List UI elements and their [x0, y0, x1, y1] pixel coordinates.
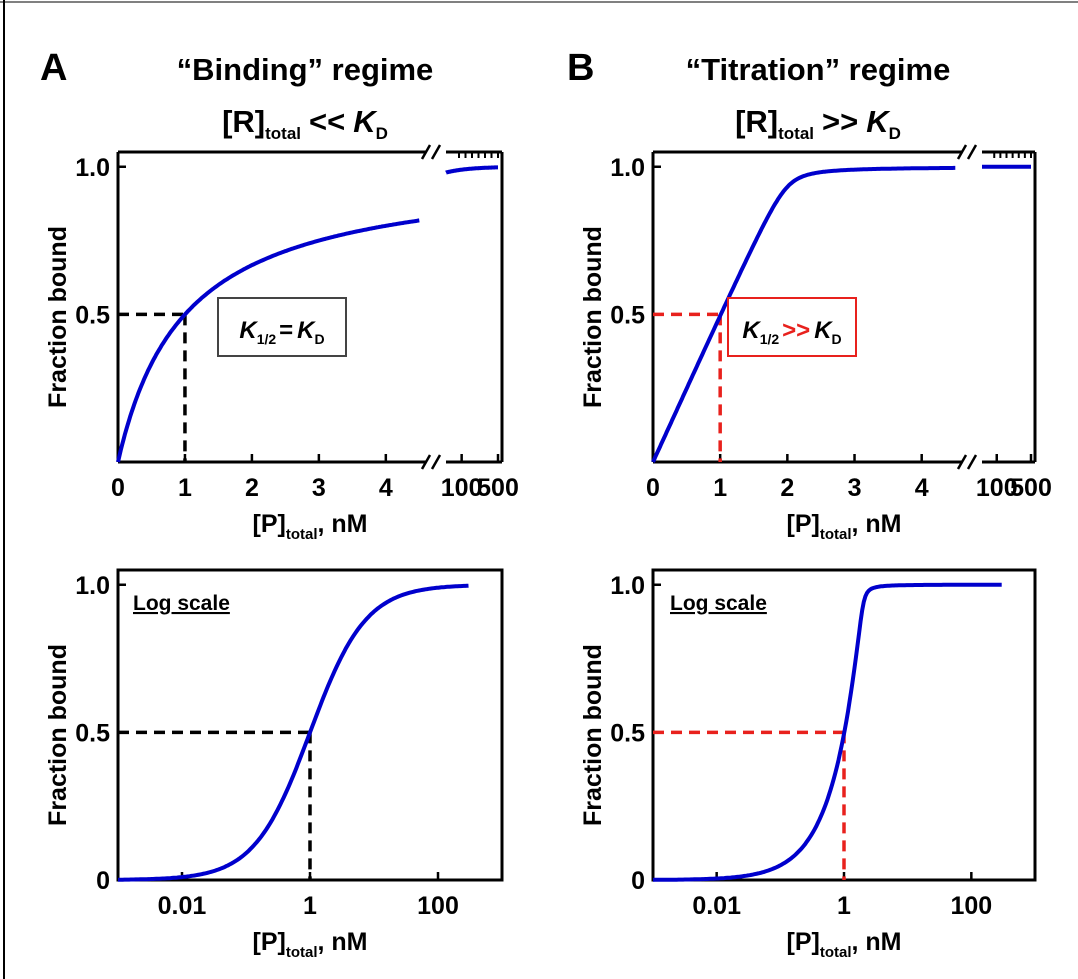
a-log-y-tick-label: 0 [96, 867, 110, 895]
b-log-x-tick-label: 100 [950, 892, 992, 920]
b-lin-x-tick-label: 1 [713, 474, 727, 502]
b-lin-curve-linear [651, 165, 956, 463]
a-lin-axis-break-mark [430, 454, 442, 470]
b-lin-x-tick-label: 0 [646, 474, 660, 502]
a-log-x-tick-label: 1 [303, 892, 317, 920]
a-lin-x-tick-label: 500 [477, 474, 519, 502]
a-log-y-tick-label: 1.0 [75, 572, 110, 600]
b-log-curve [652, 582, 1002, 882]
a-lin-x-tick-label: 3 [312, 474, 326, 502]
b-log-y-tick-label: 0 [631, 867, 645, 895]
a-lin-x-tick-label: 100 [441, 474, 483, 502]
b-lin-y-axis-label: Fraction bound [579, 226, 607, 408]
b-lin-axis-break-mark [956, 454, 968, 470]
a-lin-axis-break-mark [420, 144, 432, 160]
a-log-chart: 0.01 1 100 0 0.5 1.0 [P]total, nM Fraction boun… [44, 568, 504, 961]
b-log-x-tick-label: 0.01 [692, 892, 741, 920]
b-lin-x-tick-label: 100 [976, 474, 1018, 502]
b-log-chart: 0.01 1 100 0 0.5 1.0 [P]total, nM Fraction boun… [579, 568, 1037, 961]
b-lin-x-axis-label: [P]total, nM [787, 510, 902, 543]
a-log-x-axis-label: [P]total, nM [253, 928, 368, 961]
panel-b-condition: [R]total >> KD [735, 104, 901, 143]
b-lin-y-tick-label: 1.0 [610, 154, 645, 182]
b-log-x-axis-label: [P]total, nM [787, 928, 902, 961]
a-lin-y-tick-label: 1.0 [75, 154, 110, 182]
a-lin-x-tick-label: 0 [111, 474, 125, 502]
a-lin-y-axis-label: Fraction bound [44, 226, 72, 408]
b-lin-axis-break-mark [966, 144, 978, 160]
panel-a-title: “Binding” regime [177, 52, 434, 87]
a-lin-x-tick-label: 4 [379, 474, 393, 502]
a-lin-curve-linear [116, 218, 420, 463]
a-lin-y-tick-label: 0.5 [75, 301, 110, 329]
a-lin-x-tick-label: 1 [178, 474, 192, 502]
b-log-y-tick-label: 1.0 [610, 572, 645, 600]
b-log-x-tick-label: 1 [837, 892, 851, 920]
panel-a-k-half-box [217, 297, 347, 357]
a-log-x-tick-label: 0.01 [158, 892, 207, 920]
a-lin-x-tick-label: 2 [245, 474, 259, 502]
panel-a-k-half-label: K1/2 = KD [239, 317, 324, 347]
b-lin-x-tick-label: 4 [915, 474, 929, 502]
panel-b-letter: B [567, 47, 594, 89]
b-log-y-axis-label: Fraction bound [579, 644, 607, 826]
panel-a-letter: A [40, 47, 67, 89]
b-lin-x-tick-label: 500 [1010, 474, 1052, 502]
a-lin-axis-break-mark [430, 144, 442, 160]
panel-b-title: “Titration” regime [686, 52, 951, 87]
b-lin-x-tick-label: 2 [780, 474, 794, 502]
a-log-curve [118, 583, 469, 882]
a-lin-axis-break-mark [420, 454, 432, 470]
b-lin-x-tick-label: 3 [848, 474, 862, 502]
b-lin-y-tick-label: 0.5 [610, 301, 645, 329]
panel-b-log-scale-note: Log scale [670, 592, 767, 615]
b-log-y-tick-label: 0.5 [610, 719, 645, 747]
b-lin-axis-break-mark [966, 454, 978, 470]
a-log-y-axis-label: Fraction bound [44, 644, 72, 826]
a-log-axes-box [116, 568, 504, 882]
panel-a-condition: [R]total << KD [222, 104, 388, 143]
a-lin-curve-break [445, 165, 498, 175]
panel-b-k-half-label: K1/2 >> KD [742, 317, 841, 347]
a-log-y-tick-label: 0.5 [75, 719, 110, 747]
panel-b-k-half-box [727, 297, 857, 357]
a-log-x-tick-label: 100 [417, 892, 459, 920]
b-lin-axis-break-mark [956, 144, 968, 160]
a-lin-x-axis-label: [P]total, nM [253, 510, 368, 543]
panel-a-log-scale-note: Log scale [133, 592, 230, 615]
